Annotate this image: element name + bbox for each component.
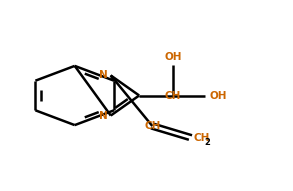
Text: OH: OH (164, 52, 182, 62)
Text: OH: OH (209, 91, 227, 100)
Text: N: N (99, 111, 108, 121)
Text: 2: 2 (204, 138, 210, 147)
Text: CH: CH (193, 133, 210, 142)
Text: CH: CH (144, 121, 161, 131)
Text: CH: CH (165, 91, 181, 100)
Text: N: N (99, 70, 108, 80)
